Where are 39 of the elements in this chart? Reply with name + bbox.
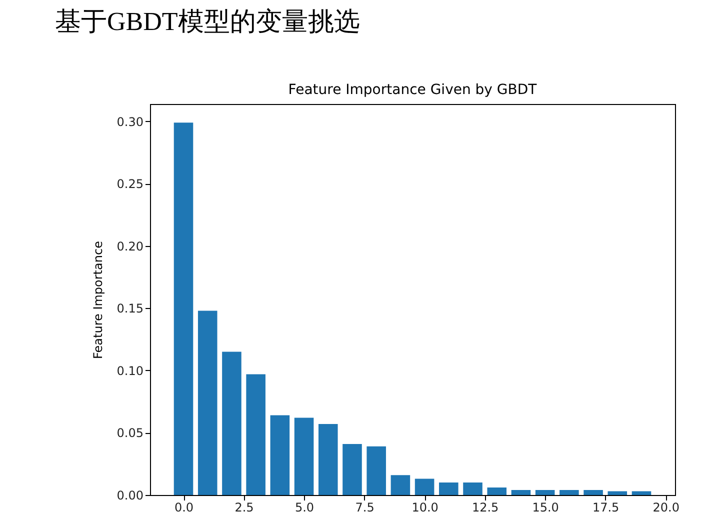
text: 基于GBDT模型的变量挑选	[55, 7, 360, 36]
x-tick-label: 7.5	[355, 500, 374, 514]
y-axis-title: Feature Importance	[90, 241, 105, 359]
x-tick-label: 5.0	[294, 500, 314, 514]
bar	[246, 374, 266, 495]
bar	[414, 478, 434, 495]
bar	[632, 491, 652, 495]
bar	[222, 352, 242, 495]
y-tick-label: 0.15	[116, 302, 144, 316]
bar	[318, 424, 338, 495]
bar	[560, 490, 579, 495]
y-tick-label: 0.05	[116, 426, 144, 440]
x-tick-label: 20.0	[652, 500, 680, 514]
y-tick-label: 0.00	[116, 488, 144, 502]
bar	[342, 444, 362, 495]
bar	[294, 418, 314, 495]
bar	[174, 122, 194, 495]
x-tick-label: 2.5	[234, 500, 254, 514]
x-tick-label: 12.5	[472, 500, 499, 514]
x-tick-label: 0.0	[174, 500, 194, 514]
bar	[439, 482, 458, 495]
bar	[608, 491, 628, 495]
x-tick-label: 15.0	[532, 500, 559, 514]
bar	[535, 490, 555, 495]
bar	[270, 415, 290, 495]
y-tick-label: 0.20	[116, 239, 144, 254]
chart-title: Feature Importance Given by GBDT	[288, 82, 538, 98]
bar	[463, 482, 482, 495]
bar	[584, 490, 603, 495]
bar	[487, 488, 507, 495]
bar	[366, 446, 386, 495]
y-tick-label: 0.25	[116, 177, 144, 192]
x-tick-label: 10.0	[412, 500, 438, 514]
y-tick-label: 0.30	[116, 114, 144, 129]
x-tick-label: 17.5	[592, 500, 620, 514]
bar	[511, 490, 531, 495]
y-tick-label: 0.10	[116, 364, 144, 378]
bar	[198, 310, 218, 495]
bar	[390, 475, 410, 495]
